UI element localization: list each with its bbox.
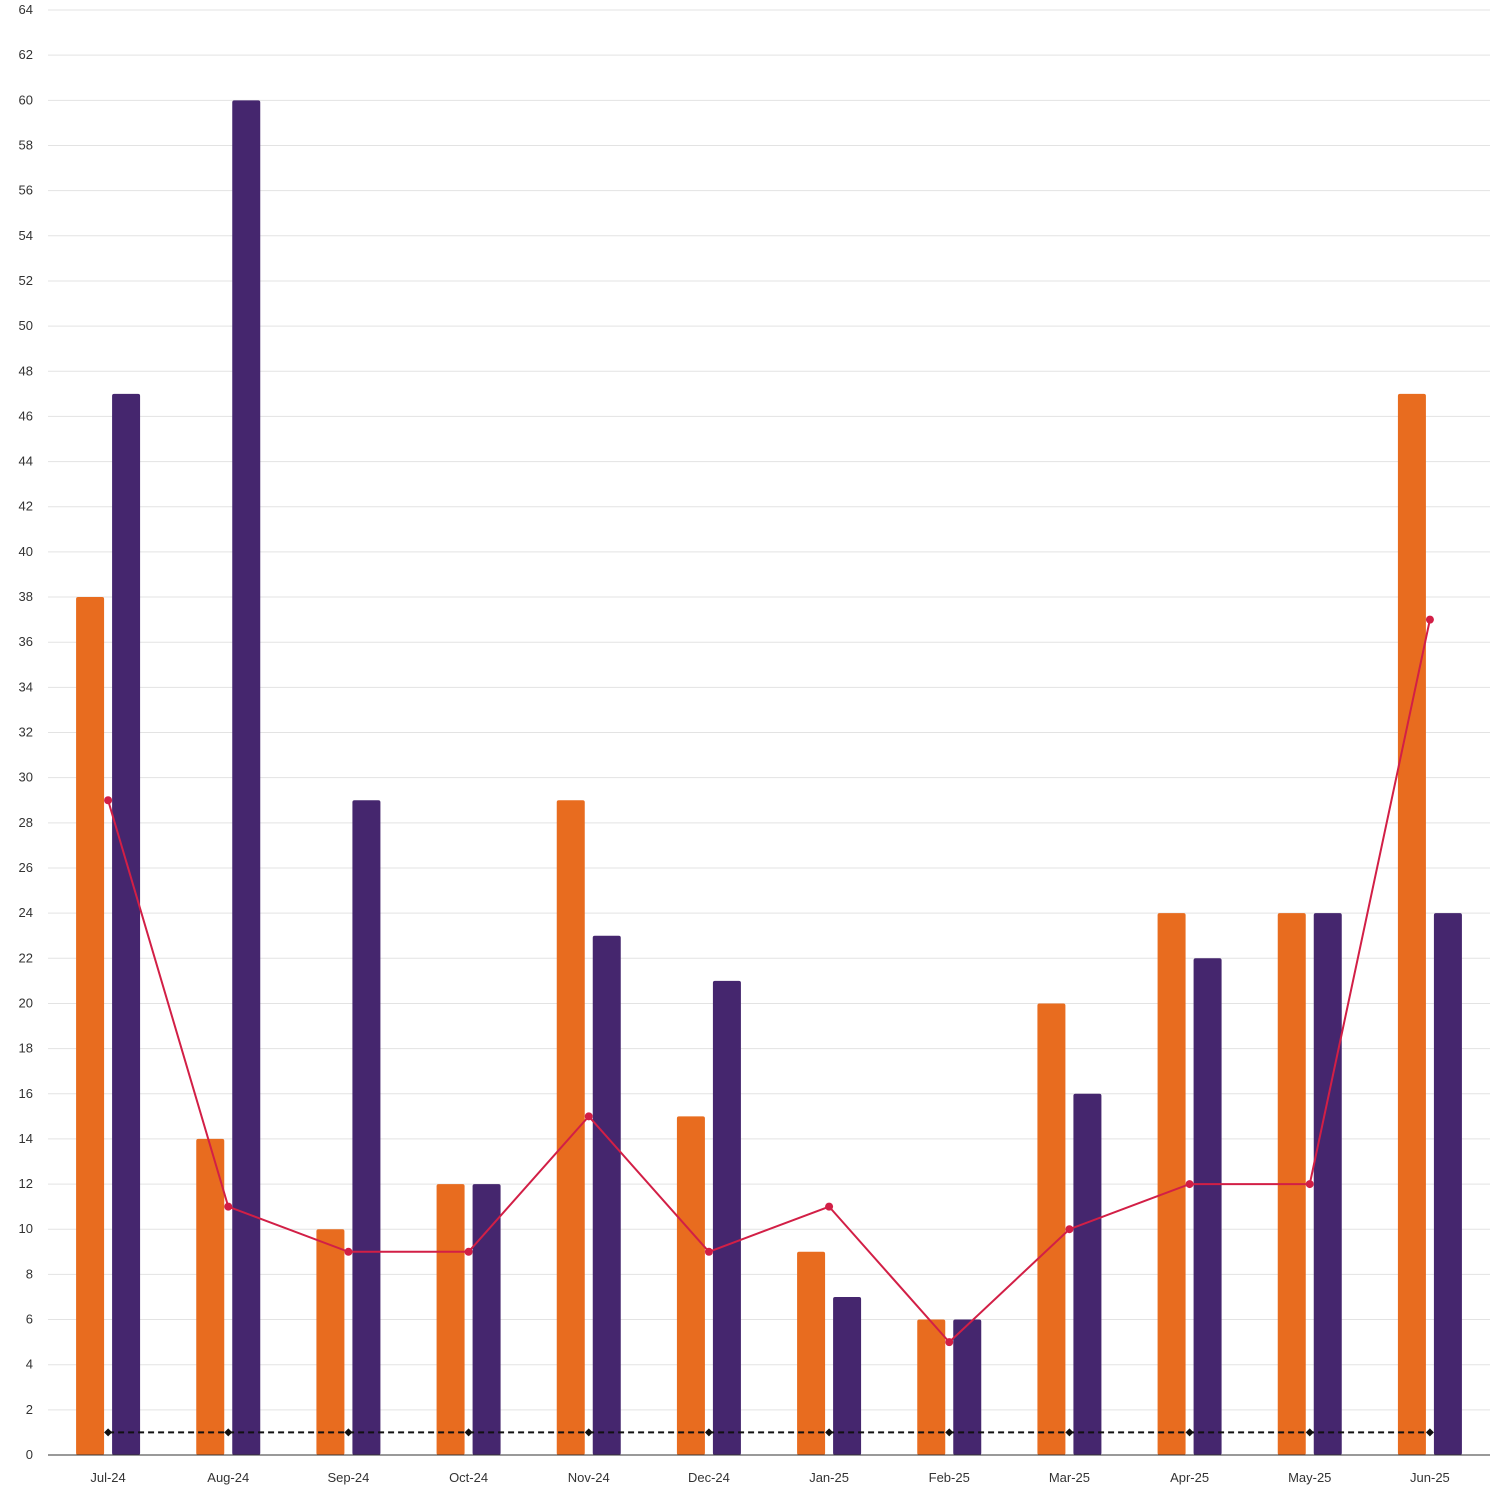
line-series-1-marker bbox=[104, 796, 113, 805]
bar-series-1 bbox=[797, 1251, 826, 1455]
line-series-2-marker bbox=[825, 1428, 834, 1437]
y-tick-label: 18 bbox=[19, 1041, 33, 1056]
bar-series-2 bbox=[592, 935, 621, 1455]
x-tick-label: Aug-24 bbox=[207, 1470, 249, 1485]
x-tick-label: Feb-25 bbox=[929, 1470, 970, 1485]
x-tick-label: Jun-25 bbox=[1410, 1470, 1450, 1485]
bar-series-1 bbox=[917, 1319, 946, 1455]
line-series-2-marker bbox=[1305, 1428, 1314, 1437]
line-series-1-marker bbox=[1185, 1180, 1194, 1189]
bar-series-2 bbox=[352, 800, 381, 1455]
bar-series-1 bbox=[316, 1229, 345, 1455]
y-tick-label: 38 bbox=[19, 589, 33, 604]
y-tick-label: 62 bbox=[19, 47, 33, 62]
y-tick-label: 20 bbox=[19, 995, 33, 1010]
y-tick-label: 34 bbox=[19, 679, 33, 694]
x-tick-label: Jan-25 bbox=[809, 1470, 849, 1485]
y-tick-label: 60 bbox=[19, 92, 33, 107]
line-series-2-marker bbox=[704, 1428, 713, 1437]
y-tick-label: 54 bbox=[19, 228, 33, 243]
x-tick-label: Oct-24 bbox=[449, 1470, 488, 1485]
y-tick-label: 64 bbox=[19, 2, 33, 17]
line-series-1-marker bbox=[464, 1247, 473, 1256]
y-tick-label: 4 bbox=[26, 1357, 33, 1372]
x-tick-label: Sep-24 bbox=[327, 1470, 369, 1485]
y-tick-label: 2 bbox=[26, 1402, 33, 1417]
line-series-2-marker bbox=[344, 1428, 353, 1437]
bar-series-2 bbox=[472, 1184, 501, 1455]
x-tick-label: Apr-25 bbox=[1170, 1470, 1209, 1485]
bar-series-2 bbox=[112, 393, 141, 1455]
y-tick-label: 36 bbox=[19, 634, 33, 649]
bar-series-2 bbox=[1193, 958, 1222, 1455]
bar-series-2 bbox=[953, 1319, 982, 1455]
y-tick-label: 52 bbox=[19, 273, 33, 288]
line-series-1-marker bbox=[344, 1247, 353, 1256]
line-series-1-marker bbox=[1065, 1225, 1074, 1234]
y-tick-label: 0 bbox=[26, 1447, 33, 1462]
y-tick-label: 46 bbox=[19, 408, 33, 423]
line-series-2-marker bbox=[104, 1428, 113, 1437]
line-series-1-marker bbox=[704, 1247, 713, 1256]
x-tick-label: Dec-24 bbox=[688, 1470, 730, 1485]
y-tick-label: 8 bbox=[26, 1266, 33, 1281]
y-tick-label: 10 bbox=[19, 1221, 33, 1236]
y-tick-label: 26 bbox=[19, 860, 33, 875]
lines bbox=[104, 615, 1434, 1437]
bar-series-1 bbox=[196, 1138, 225, 1455]
x-tick-label: Mar-25 bbox=[1049, 1470, 1090, 1485]
y-tick-label: 56 bbox=[19, 183, 33, 198]
bar-series-1 bbox=[1397, 393, 1426, 1455]
y-tick-label: 6 bbox=[26, 1312, 33, 1327]
bar-series-2 bbox=[1433, 913, 1462, 1455]
bar-series-1 bbox=[676, 1116, 705, 1455]
line-series-2-marker bbox=[1425, 1428, 1434, 1437]
line-series-1-marker bbox=[825, 1202, 834, 1211]
y-tick-label: 50 bbox=[19, 318, 33, 333]
line-series-2-marker bbox=[1065, 1428, 1074, 1437]
y-tick-label: 32 bbox=[19, 725, 33, 740]
line-series-2-marker bbox=[224, 1428, 233, 1437]
bar-series-2 bbox=[232, 100, 261, 1455]
gridlines bbox=[48, 9, 1490, 1411]
y-tick-label: 30 bbox=[19, 770, 33, 785]
bar-series-1 bbox=[1157, 913, 1186, 1455]
y-tick-label: 22 bbox=[19, 950, 33, 965]
line-series-2-marker bbox=[1185, 1428, 1194, 1437]
bar-series-2 bbox=[1313, 913, 1342, 1455]
y-tick-label: 44 bbox=[19, 454, 33, 469]
y-tick-label: 12 bbox=[19, 1176, 33, 1191]
y-tick-label: 42 bbox=[19, 499, 33, 514]
y-tick-label: 14 bbox=[19, 1131, 33, 1146]
bar-series-1 bbox=[436, 1184, 465, 1455]
x-tick-label: May-25 bbox=[1288, 1470, 1331, 1485]
bar-series-1 bbox=[76, 597, 105, 1455]
x-axis: Jul-24 Aug-24 Sep-24 Oct-24 Nov-24 Dec-24 Jan-… bbox=[48, 1454, 1490, 1485]
x-tick-label: Jul-24 bbox=[90, 1470, 125, 1485]
y-tick-label: 24 bbox=[19, 905, 33, 920]
bar-series-1 bbox=[556, 800, 585, 1455]
y-tick-label: 40 bbox=[19, 544, 33, 559]
line-series-2-marker bbox=[584, 1428, 593, 1437]
y-tick-label: 28 bbox=[19, 815, 33, 830]
bar-series-2 bbox=[833, 1296, 862, 1455]
y-tick-label: 58 bbox=[19, 137, 33, 152]
y-axis: 0246810121416182022242628303234363840424… bbox=[19, 2, 33, 1462]
bar-series-1 bbox=[1037, 1003, 1066, 1455]
line-series-1-marker bbox=[224, 1202, 233, 1211]
bar-series-2 bbox=[1073, 1093, 1102, 1455]
x-tick-label: Nov-24 bbox=[568, 1470, 610, 1485]
line-series-1-marker bbox=[584, 1112, 593, 1121]
y-tick-label: 16 bbox=[19, 1086, 33, 1101]
y-tick-label: 48 bbox=[19, 363, 33, 378]
line-series-2-marker bbox=[464, 1428, 473, 1437]
line-series-1-marker bbox=[1425, 615, 1434, 624]
line-series-2-marker bbox=[945, 1428, 954, 1437]
bar-series-2 bbox=[712, 980, 741, 1455]
line-series-1 bbox=[107, 619, 1431, 1344]
line-series-1-marker bbox=[1305, 1180, 1314, 1189]
line-series-1-marker bbox=[945, 1338, 954, 1347]
